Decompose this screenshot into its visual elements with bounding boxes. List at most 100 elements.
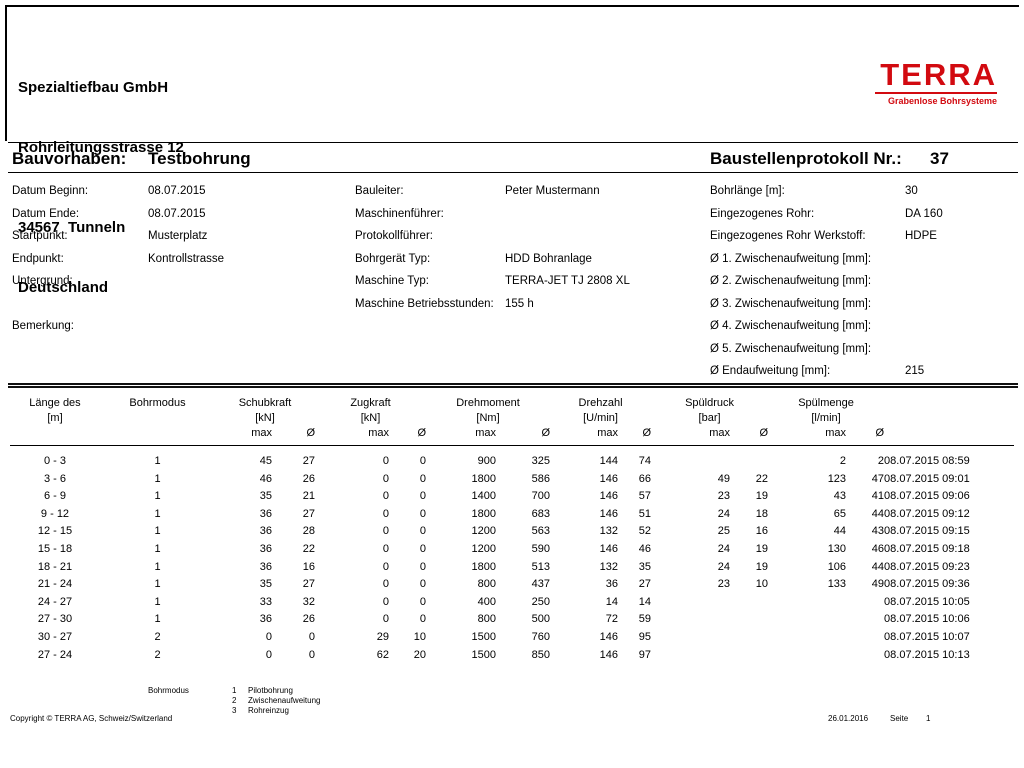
table-cell: 14 — [638, 595, 652, 608]
table-cell: 2 — [839, 455, 847, 467]
table-cell: 43 — [833, 490, 847, 503]
table-cell: 563 — [531, 525, 551, 538]
table-cell: 106 — [827, 560, 847, 573]
table-cell: 1200 — [471, 525, 497, 538]
info-label: Eingezogenes Rohr Werkstoff: — [710, 230, 866, 242]
table-cell: 18 - 21 — [37, 560, 73, 573]
info-row: Bohrlänge [m]: 30 — [710, 180, 1016, 203]
table-cell: 19 — [755, 560, 769, 573]
column-group-unit: [Nm] — [476, 412, 500, 424]
company-city: 34567 Tunneln — [18, 219, 126, 236]
info-row: Datum Beginn: 08.07.2015 — [12, 180, 352, 203]
table-header: Länge des Bohrmodus Schubkraft Zugkraft Dreh… — [10, 396, 1015, 446]
table-cell: 0 — [419, 472, 427, 485]
table-cell: 3 - 6 — [43, 472, 66, 485]
table-cell: 900 — [477, 455, 497, 467]
table-cell: 44 — [871, 507, 885, 520]
table-cell: 437 — [531, 578, 551, 591]
footer-page-label: Seite — [890, 714, 909, 723]
info-row: Ø 4. Zwischenaufweitung [mm]: — [710, 315, 1016, 338]
table-cell — [768, 647, 846, 665]
table-row: 3 - 6 1 46 26 0 0 1800 586 146 66 49 22 123 47 08.07.2… — [10, 471, 1014, 489]
info-row: Ø 5. Zwischenaufweitung [mm]: — [710, 338, 1016, 361]
table-cell: 0 — [308, 648, 315, 661]
info-value: Peter Mustermann — [505, 185, 600, 197]
table-cell: 35 — [259, 490, 272, 503]
info-label: Ø 5. Zwischenaufweitung [mm]: — [710, 342, 872, 355]
table-cell: 36 — [259, 613, 272, 626]
table-cell: 51 — [638, 507, 652, 520]
table-cell: 08.07.2015 10:13 — [884, 648, 970, 661]
logo-brand-text: TERRA — [880, 57, 997, 92]
table-cell: 683 — [531, 507, 551, 520]
info-value: 08.07.2015 — [148, 207, 206, 220]
table-cell: 146 — [599, 507, 619, 520]
logo-rule — [875, 92, 997, 94]
table-cell: 41 — [871, 490, 885, 503]
company-street: Rohrleitungsstrasse 12 — [18, 139, 184, 156]
sub-header-avg: Ø — [618, 426, 652, 446]
info-label: Maschinenführer: — [355, 207, 444, 220]
sub-header-empty — [10, 426, 100, 446]
table-cell: 1 — [154, 595, 161, 608]
legend-item-label: Rohreinzug — [248, 706, 289, 715]
table-cell: 0 — [419, 595, 427, 608]
column-group-title: Länge des — [29, 397, 81, 409]
table-cell: 0 — [382, 613, 389, 626]
info-row: Ø 3. Zwischenaufweitung [mm]: — [710, 293, 1016, 316]
table-cell: 15 - 18 — [37, 542, 73, 555]
table-row: 21 - 24 1 35 27 0 0 800 437 36 27 23 10 133 49 08.07.2… — [10, 576, 1014, 594]
info-label: Startpunkt: — [12, 230, 68, 242]
table-row: 18 - 21 1 36 16 0 0 1800 513 132 35 24 19 106 44 08.07… — [10, 559, 1014, 577]
column-group-unit — [100, 411, 215, 426]
info-label: Ø 4. Zwischenaufweitung [mm]: — [710, 320, 872, 332]
table-cell: 46 — [259, 472, 272, 485]
table-cell: 47 — [871, 472, 885, 485]
table-cell: 16 — [302, 560, 315, 573]
table-row: 27 - 24 2 0 0 62 20 1500 850 146 97 08.07.2015 10:… — [10, 647, 1014, 665]
table-cell: 2 — [877, 455, 885, 467]
info-value: 215 — [905, 365, 925, 377]
table-cell: 1 — [154, 490, 161, 503]
table-cell: 0 — [382, 542, 389, 555]
table-cell: 36 — [259, 507, 272, 520]
info-row: Eingezogenes Rohr Werkstoff: HDPE — [710, 225, 1016, 248]
table-cell: 1 — [154, 578, 161, 591]
table-cell: 0 — [419, 613, 427, 626]
info-row: Bemerkung: — [12, 315, 352, 338]
table-cell: 0 — [265, 630, 272, 643]
table-cell: 0 — [382, 472, 389, 485]
table-cell: 1 — [154, 525, 161, 538]
table-cell: 325 — [531, 455, 551, 467]
table-cell: 0 — [382, 455, 389, 467]
info-row: Datum Ende: 08.07.2015 — [12, 203, 352, 226]
table-cell: 0 — [382, 525, 389, 538]
project-label: Bauvorhaben: — [12, 149, 127, 168]
legend-item: 1 Pilotbohrung — [232, 686, 320, 696]
sub-header-empty — [100, 426, 215, 446]
info-label: Datum Beginn: — [12, 185, 89, 197]
page-border-top — [5, 5, 1019, 7]
table-cell: 33 — [259, 595, 272, 608]
info-value: TERRA-JET TJ 2808 XL — [505, 275, 630, 287]
table-cell: 08.07.2015 10:05 — [884, 595, 970, 608]
table-cell: 62 — [376, 648, 389, 661]
table-cell: 0 — [419, 455, 427, 467]
table-cell: 27 — [302, 455, 315, 467]
sub-header-max: max — [768, 426, 847, 446]
table-cell: 0 — [419, 578, 427, 591]
table-cell: 1500 — [471, 648, 497, 661]
company-name: Spezialtiefbau GmbH — [18, 79, 169, 96]
sub-header-max: max — [215, 426, 272, 446]
table-cell: 500 — [531, 613, 551, 626]
table-cell: 57 — [638, 490, 652, 503]
column-group-title: Spüldruck — [685, 397, 734, 409]
info-label: Protokollführer: — [355, 230, 433, 242]
table-cell: 1500 — [471, 630, 497, 643]
info-label: Untergrund: — [12, 275, 73, 287]
sub-header-avg: Ø — [730, 426, 769, 446]
table-cell — [846, 611, 884, 629]
table-cell: 49 — [717, 472, 731, 485]
footer-date: 26.01.2016 — [828, 714, 869, 723]
table-cell — [730, 647, 768, 665]
